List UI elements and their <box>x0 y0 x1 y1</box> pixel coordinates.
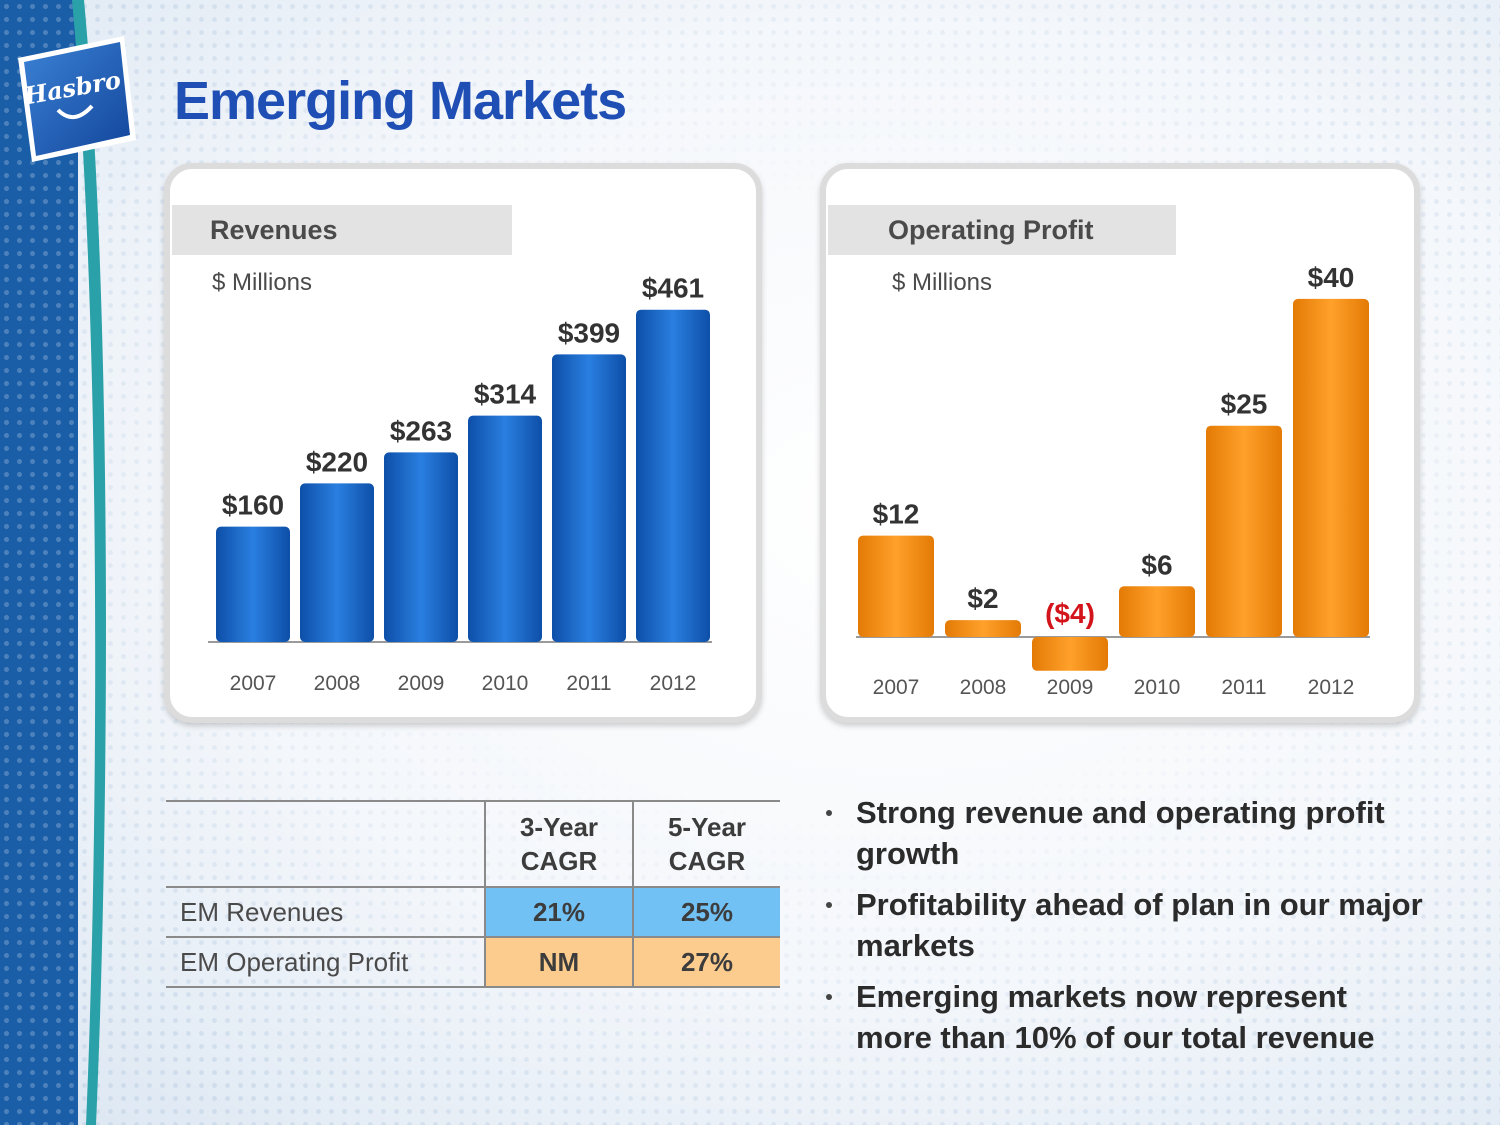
revenue-bar-2012 <box>636 309 710 642</box>
profit-bar-2009 <box>1032 637 1108 671</box>
bullet-item: Emerging markets now represent more than… <box>826 976 1426 1058</box>
revenues-unit-label: $ Millions <box>212 269 313 296</box>
em-operating-profit-label: EM Operating Profit <box>166 937 485 988</box>
operating-profit-panel-header: Operating Profit <box>828 205 1176 255</box>
revenue-tick-label-2007: 2007 <box>230 672 277 695</box>
profit-tick-label-2011: 2011 <box>1221 676 1266 699</box>
profit-tick-label-2010: 2010 <box>1134 676 1181 699</box>
revenue-data-label-2009: $263 <box>390 415 452 446</box>
profit-data-label-2012: $40 <box>1308 262 1355 293</box>
profit-bar-2012 <box>1293 298 1369 637</box>
revenue-data-label-2007: $160 <box>222 490 284 521</box>
profit-tick-label-2009: 2009 <box>1047 676 1094 699</box>
left-decorative-band <box>0 0 78 1125</box>
profit-bar-2010 <box>1119 586 1195 637</box>
table-row: EM Operating Profit NM 27% <box>166 937 780 988</box>
revenue-bar-2009 <box>384 452 458 642</box>
em-operating-profit-5-year: 27% <box>632 937 780 988</box>
operating-profit-unit-label: $ Millions <box>892 269 993 296</box>
profit-bar-2011 <box>1206 425 1282 637</box>
profit-data-label-2010: $6 <box>1141 549 1172 580</box>
bullet-item: Profitability ahead of plan in our major… <box>826 884 1426 966</box>
revenue-tick-label-2010: 2010 <box>482 672 529 695</box>
revenue-data-label-2011: $399 <box>558 317 620 348</box>
em-revenues-3-year: 21% <box>484 887 633 938</box>
em-revenues-5-year: 25% <box>632 887 780 938</box>
revenue-tick-label-2008: 2008 <box>314 672 361 695</box>
em-revenues-label: EM Revenues <box>166 887 485 938</box>
revenue-bar-2010 <box>468 415 542 642</box>
profit-data-label-2008: $2 <box>967 583 998 614</box>
profit-bar-2008 <box>945 620 1021 637</box>
cagr-header-3-year: 3-Year CAGR <box>484 800 633 888</box>
revenue-bar-2008 <box>300 483 374 642</box>
hasbro-logo: Hasbro <box>18 36 136 162</box>
revenue-data-label-2010: $314 <box>474 379 537 410</box>
revenue-bar-2011 <box>552 354 626 642</box>
revenue-data-label-2008: $220 <box>306 446 368 477</box>
revenue-tick-label-2009: 2009 <box>398 672 445 695</box>
cagr-header-blank <box>166 800 485 888</box>
em-operating-profit-3-year: NM <box>484 937 633 988</box>
cagr-header-5-year: 5-Year CAGR <box>632 800 780 888</box>
profit-data-label-2011: $25 <box>1221 389 1268 420</box>
revenue-bar-2007 <box>216 526 290 642</box>
revenue-data-label-2012: $461 <box>642 273 704 304</box>
profit-tick-label-2008: 2008 <box>960 676 1007 699</box>
table-row: EM Revenues 21% 25% <box>166 887 780 938</box>
profit-tick-label-2012: 2012 <box>1308 676 1355 699</box>
cagr-table: 3-Year CAGR 5-Year CAGR EM Revenues 21% … <box>166 800 780 988</box>
slide-title: Emerging Markets <box>174 71 627 131</box>
profit-tick-label-2007: 2007 <box>873 676 920 699</box>
revenue-tick-label-2012: 2012 <box>650 672 697 695</box>
bullet-list: Strong revenue and operating profit grow… <box>826 792 1426 1068</box>
profit-bar-2007 <box>858 535 934 637</box>
revenues-panel-header: Revenues <box>172 205 512 255</box>
cagr-table-header-row: 3-Year CAGR 5-Year CAGR <box>166 800 780 888</box>
profit-data-label-2007: $12 <box>873 499 920 530</box>
revenue-tick-label-2011: 2011 <box>566 672 611 695</box>
bullet-item: Strong revenue and operating profit grow… <box>826 792 1426 874</box>
profit-data-label-2009: ($4) <box>1045 598 1095 629</box>
